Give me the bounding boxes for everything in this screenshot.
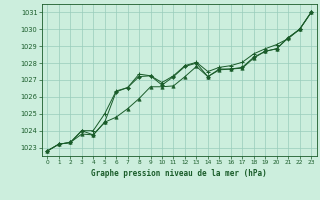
- X-axis label: Graphe pression niveau de la mer (hPa): Graphe pression niveau de la mer (hPa): [91, 169, 267, 178]
